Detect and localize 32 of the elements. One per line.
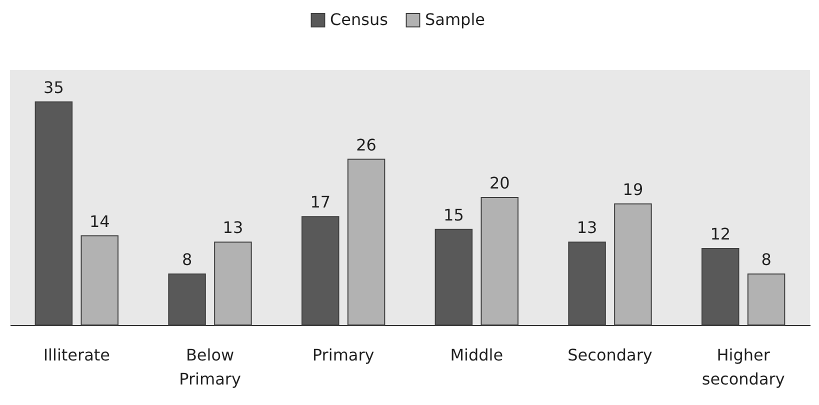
x-tick-label: Higher secondary (702, 346, 785, 388)
bar (347, 158, 386, 326)
data-label: 14 (89, 212, 110, 231)
bar (434, 228, 473, 326)
data-label: 35 (44, 78, 64, 97)
data-label: 8 (761, 250, 772, 269)
x-tick-label: Primary (312, 346, 374, 364)
data-label: 13 (576, 218, 598, 238)
data-label: 26 (356, 135, 376, 154)
data-label: 17 (310, 192, 331, 212)
data-label: 13 (222, 218, 244, 238)
bar (34, 101, 73, 326)
x-tick-label: Middle (450, 346, 504, 364)
data-label: 12 (710, 224, 731, 244)
data-label: 8 (182, 250, 192, 269)
legend-label: Census (330, 10, 388, 30)
bar (702, 248, 740, 326)
bar (214, 242, 252, 326)
bar (480, 197, 518, 326)
bar (80, 235, 118, 326)
bar (568, 242, 606, 326)
data-label: 19 (622, 180, 644, 199)
bar (302, 216, 340, 326)
bar (614, 203, 652, 326)
bar (168, 274, 206, 326)
legend-label: Sample (425, 10, 485, 30)
data-label: 20 (489, 174, 510, 192)
data-label: 15 (444, 205, 464, 224)
bar (747, 274, 786, 326)
x-tick-label: Illiterate (43, 346, 110, 364)
x-tick-label: Secondary (568, 346, 652, 364)
x-tick-label: Below Primary (179, 346, 241, 388)
